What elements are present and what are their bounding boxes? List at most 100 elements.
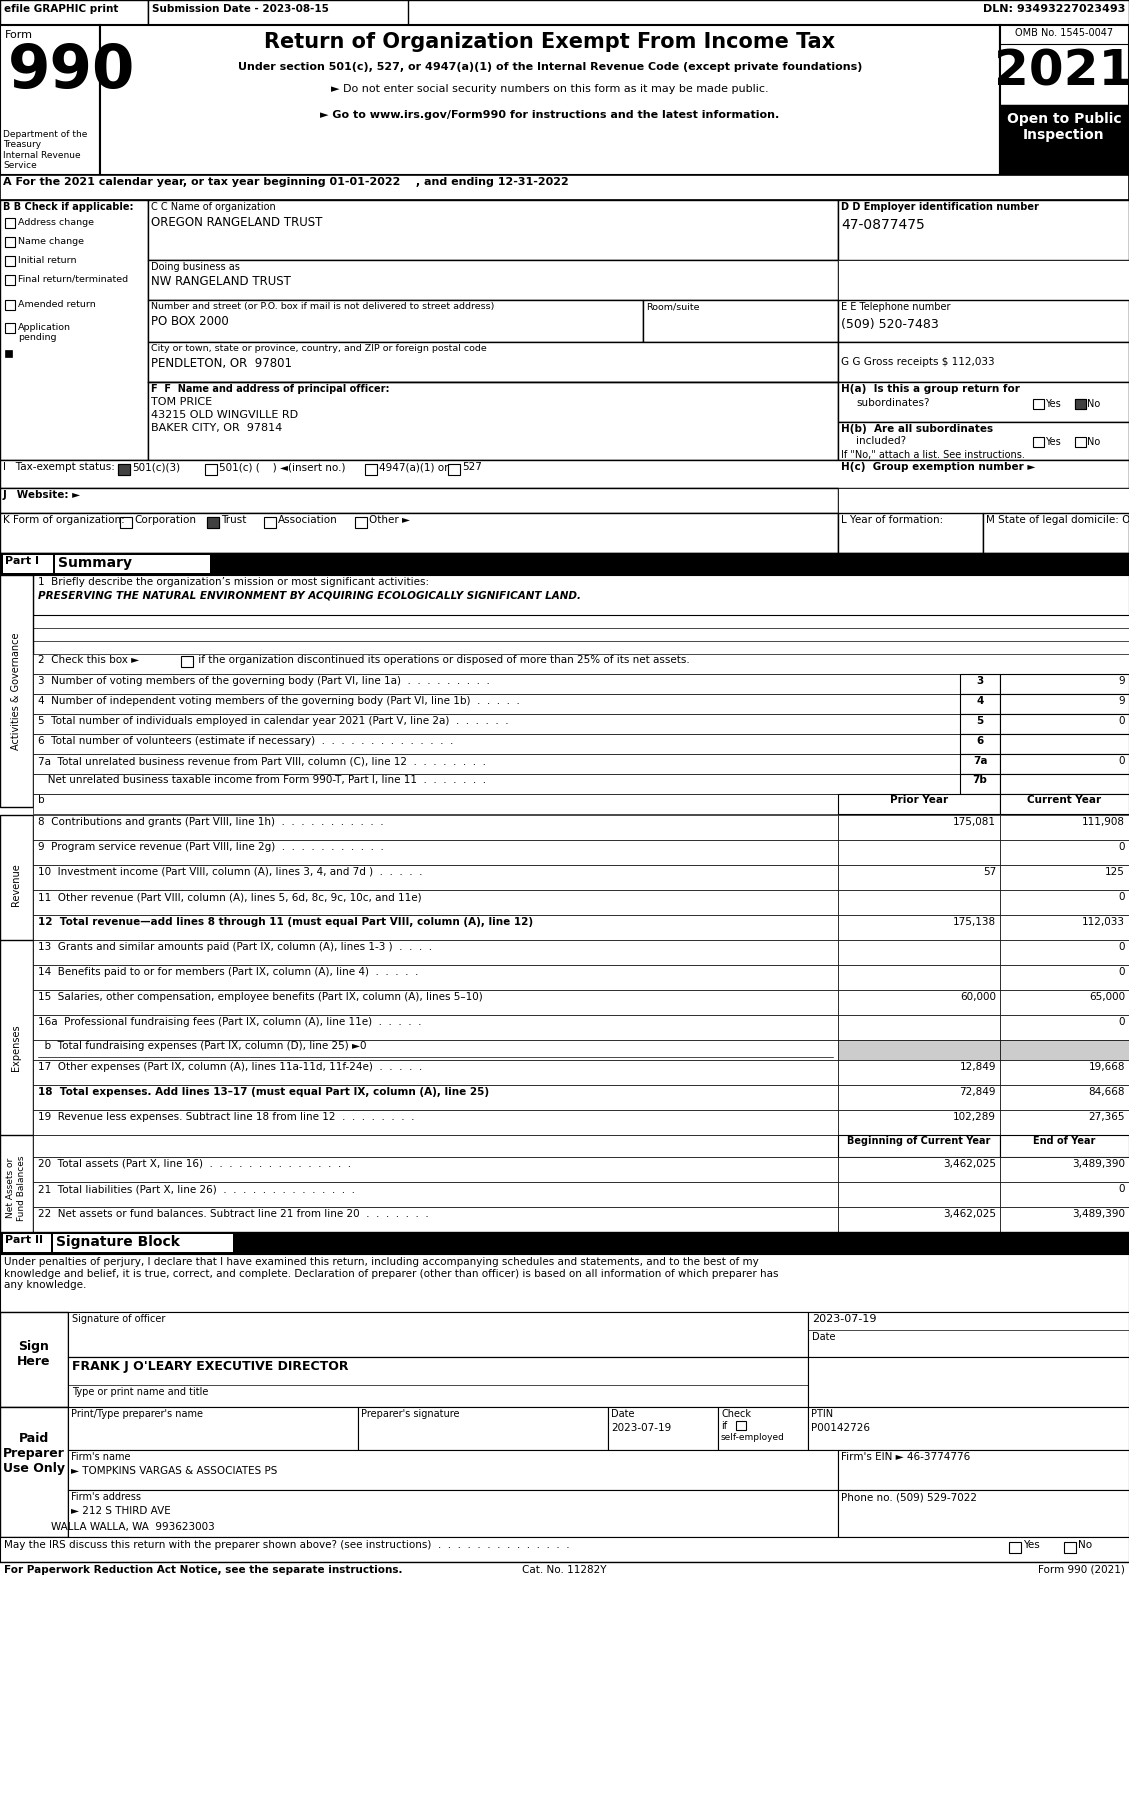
Bar: [838, 383, 1129, 423]
Text: B B Check if applicable:: B B Check if applicable:: [3, 201, 133, 212]
Bar: [448, 464, 460, 475]
Bar: [0, 488, 838, 513]
Text: 2023-07-19: 2023-07-19: [611, 1422, 672, 1433]
Text: If "No," attach a list. See instructions.: If "No," attach a list. See instructions…: [841, 450, 1025, 461]
Text: 57: 57: [982, 867, 996, 876]
Text: Initial return: Initial return: [18, 256, 77, 265]
Bar: [33, 1136, 838, 1157]
Bar: [838, 1157, 1000, 1183]
Text: 175,081: 175,081: [953, 816, 996, 827]
Text: Yes: Yes: [1045, 437, 1061, 446]
Text: J   Website: ►: J Website: ►: [3, 490, 81, 501]
Text: 43215 OLD WINGVILLE RD: 43215 OLD WINGVILLE RD: [151, 410, 298, 421]
Text: 5  Total number of individuals employed in calendar year 2021 (Part V, line 2a) : 5 Total number of individuals employed i…: [38, 717, 509, 726]
Bar: [838, 1489, 1129, 1536]
Text: 501(c) (    ) ◄(insert no.): 501(c) ( ) ◄(insert no.): [219, 463, 345, 472]
Bar: [838, 1206, 1000, 1232]
Text: 27,365: 27,365: [1088, 1112, 1124, 1123]
Text: 2  Check this box ►: 2 Check this box ►: [38, 655, 139, 666]
Text: Address change: Address change: [18, 218, 94, 227]
Bar: [148, 299, 644, 343]
Bar: [838, 865, 1000, 891]
Text: 1  Briefly describe the organization’s mission or most significant activities:: 1 Briefly describe the organization’s mi…: [38, 577, 429, 588]
Bar: [838, 513, 983, 553]
Text: 0: 0: [1119, 967, 1124, 978]
Bar: [0, 553, 1129, 575]
Text: OREGON RANGELAND TRUST: OREGON RANGELAND TRUST: [151, 216, 323, 229]
Text: Check: Check: [721, 1409, 751, 1419]
Text: 10  Investment income (Part VIII, column (A), lines 3, 4, and 7d )  .  .  .  .  : 10 Investment income (Part VIII, column …: [38, 867, 422, 876]
Text: Firm's name: Firm's name: [71, 1451, 131, 1462]
Text: Paid
Preparer
Use Only: Paid Preparer Use Only: [3, 1431, 65, 1475]
Bar: [33, 575, 1129, 615]
Text: G G Gross receipts $ 112,033: G G Gross receipts $ 112,033: [841, 357, 995, 366]
Text: 3,489,390: 3,489,390: [1073, 1208, 1124, 1219]
Text: Preparer's signature: Preparer's signature: [361, 1409, 460, 1419]
Bar: [0, 513, 838, 553]
Text: Activities & Governance: Activities & Governance: [11, 633, 21, 749]
Bar: [0, 461, 1129, 488]
Bar: [808, 1312, 1129, 1357]
Bar: [1000, 25, 1129, 174]
Text: Form: Form: [5, 31, 33, 40]
Bar: [808, 1408, 1129, 1449]
Text: Department of the
Treasury
Internal Revenue
Service: Department of the Treasury Internal Reve…: [3, 131, 87, 171]
Bar: [0, 1408, 68, 1536]
Bar: [33, 735, 960, 755]
Text: Open to Public
Inspection: Open to Public Inspection: [1007, 112, 1121, 141]
Text: 2021: 2021: [995, 47, 1129, 94]
Text: 990: 990: [8, 42, 135, 102]
Bar: [1000, 1136, 1129, 1157]
Bar: [1000, 795, 1129, 814]
Text: 84,668: 84,668: [1088, 1087, 1124, 1097]
Bar: [5, 256, 15, 267]
Text: 21  Total liabilities (Part X, line 26)  .  .  .  .  .  .  .  .  .  .  .  .  .  : 21 Total liabilities (Part X, line 26) .…: [38, 1185, 355, 1194]
Text: FRANK J O'LEARY EXECUTIVE DIRECTOR: FRANK J O'LEARY EXECUTIVE DIRECTOR: [72, 1360, 349, 1373]
Bar: [718, 1408, 808, 1449]
Bar: [1000, 840, 1129, 865]
Text: 0: 0: [1119, 1185, 1124, 1194]
Bar: [0, 25, 100, 174]
Bar: [1000, 755, 1129, 775]
Bar: [1000, 105, 1129, 174]
Text: Net Assets or
Fund Balances: Net Assets or Fund Balances: [7, 1156, 26, 1221]
Bar: [119, 464, 130, 475]
Bar: [1064, 1542, 1076, 1553]
Bar: [100, 25, 1000, 174]
Bar: [33, 1085, 838, 1110]
Bar: [1000, 1157, 1129, 1183]
Bar: [1009, 1542, 1021, 1553]
Bar: [33, 990, 838, 1016]
Bar: [148, 343, 838, 383]
Bar: [33, 814, 838, 840]
Text: Revenue: Revenue: [11, 863, 21, 907]
Text: Application
pending: Application pending: [18, 323, 71, 343]
Text: 0: 0: [1119, 756, 1124, 766]
Bar: [0, 0, 148, 25]
Bar: [5, 299, 15, 310]
Text: 112,033: 112,033: [1082, 918, 1124, 927]
Text: F  F  Name and address of principal officer:: F F Name and address of principal office…: [151, 385, 390, 394]
Bar: [0, 575, 33, 807]
Bar: [1075, 437, 1086, 446]
Bar: [838, 1449, 1129, 1489]
Bar: [1000, 1110, 1129, 1136]
Bar: [1000, 865, 1129, 891]
Text: b: b: [38, 795, 45, 805]
Bar: [1000, 1206, 1129, 1232]
Bar: [33, 755, 960, 775]
Text: 527: 527: [462, 463, 482, 472]
Text: 15  Salaries, other compensation, employee benefits (Part IX, column (A), lines : 15 Salaries, other compensation, employe…: [38, 992, 483, 1001]
Bar: [33, 695, 960, 715]
Bar: [33, 1059, 838, 1085]
Text: Submission Date - 2023-08-15: Submission Date - 2023-08-15: [152, 4, 329, 15]
Bar: [33, 675, 960, 695]
Bar: [5, 323, 15, 334]
Text: End of Year: End of Year: [1033, 1136, 1095, 1146]
Text: efile GRAPHIC print: efile GRAPHIC print: [5, 4, 119, 15]
Text: OMB No. 1545-0047: OMB No. 1545-0047: [1015, 27, 1113, 38]
Text: 19,668: 19,668: [1088, 1061, 1124, 1072]
Text: H(c)  Group exemption number ►: H(c) Group exemption number ►: [841, 463, 1035, 472]
Bar: [960, 735, 1000, 755]
Bar: [1000, 675, 1129, 695]
